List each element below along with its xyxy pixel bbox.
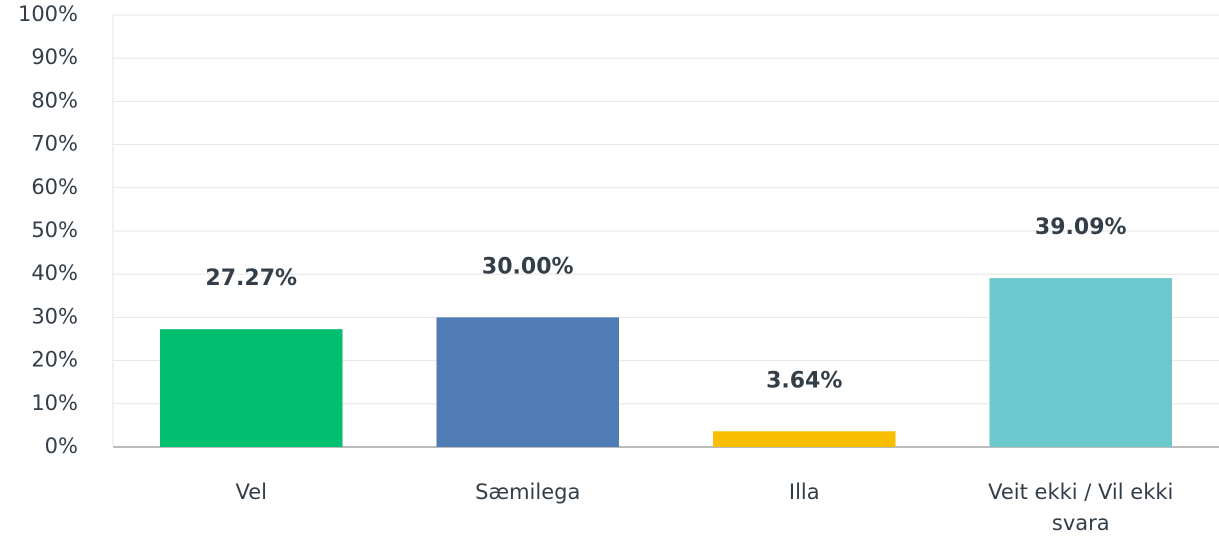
value-label: 3.64% xyxy=(766,368,842,393)
x-tick-label: Sæmilega xyxy=(475,480,581,504)
bar xyxy=(436,317,619,447)
y-tick-label: 0% xyxy=(45,434,78,458)
x-tick-label: Vel xyxy=(235,480,268,504)
value-label: 27.27% xyxy=(205,266,297,291)
y-tick-label: 30% xyxy=(31,304,78,328)
x-tick-label: Veit ekki / Vil ekki svara xyxy=(988,480,1174,535)
bar xyxy=(160,329,343,447)
y-tick-label: 100% xyxy=(18,2,78,26)
value-label: 39.09% xyxy=(1035,215,1127,240)
y-tick-label: 10% xyxy=(31,391,78,415)
value-label: 30.00% xyxy=(482,254,574,279)
y-tick-label: 80% xyxy=(31,88,78,112)
y-tick-label: 50% xyxy=(31,218,78,242)
y-tick-label: 70% xyxy=(31,132,78,156)
y-tick-label: 90% xyxy=(31,45,78,69)
y-tick-label: 60% xyxy=(31,175,78,199)
bar xyxy=(713,431,896,447)
y-tick-label: 40% xyxy=(31,261,78,285)
y-tick-label: 20% xyxy=(31,348,78,372)
x-tick-label: Illa xyxy=(788,480,820,504)
bar xyxy=(989,278,1172,447)
